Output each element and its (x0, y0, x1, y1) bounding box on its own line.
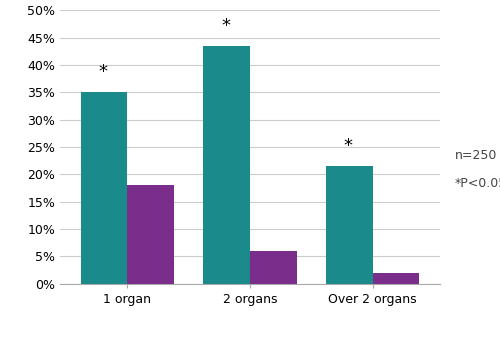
Bar (250, 251, 296, 284)
Text: *: * (221, 17, 230, 35)
Text: *: * (98, 63, 108, 81)
Bar (326, 166, 372, 284)
Text: n=250: n=250 (455, 149, 498, 162)
Legend: Study group, Control group: Study group, Control group (101, 342, 323, 346)
Bar (372, 273, 419, 284)
Text: *: * (344, 137, 352, 155)
Bar (81, 92, 128, 284)
Bar (128, 185, 174, 284)
Text: *P<0.05: *P<0.05 (455, 177, 500, 190)
Bar (204, 46, 250, 284)
